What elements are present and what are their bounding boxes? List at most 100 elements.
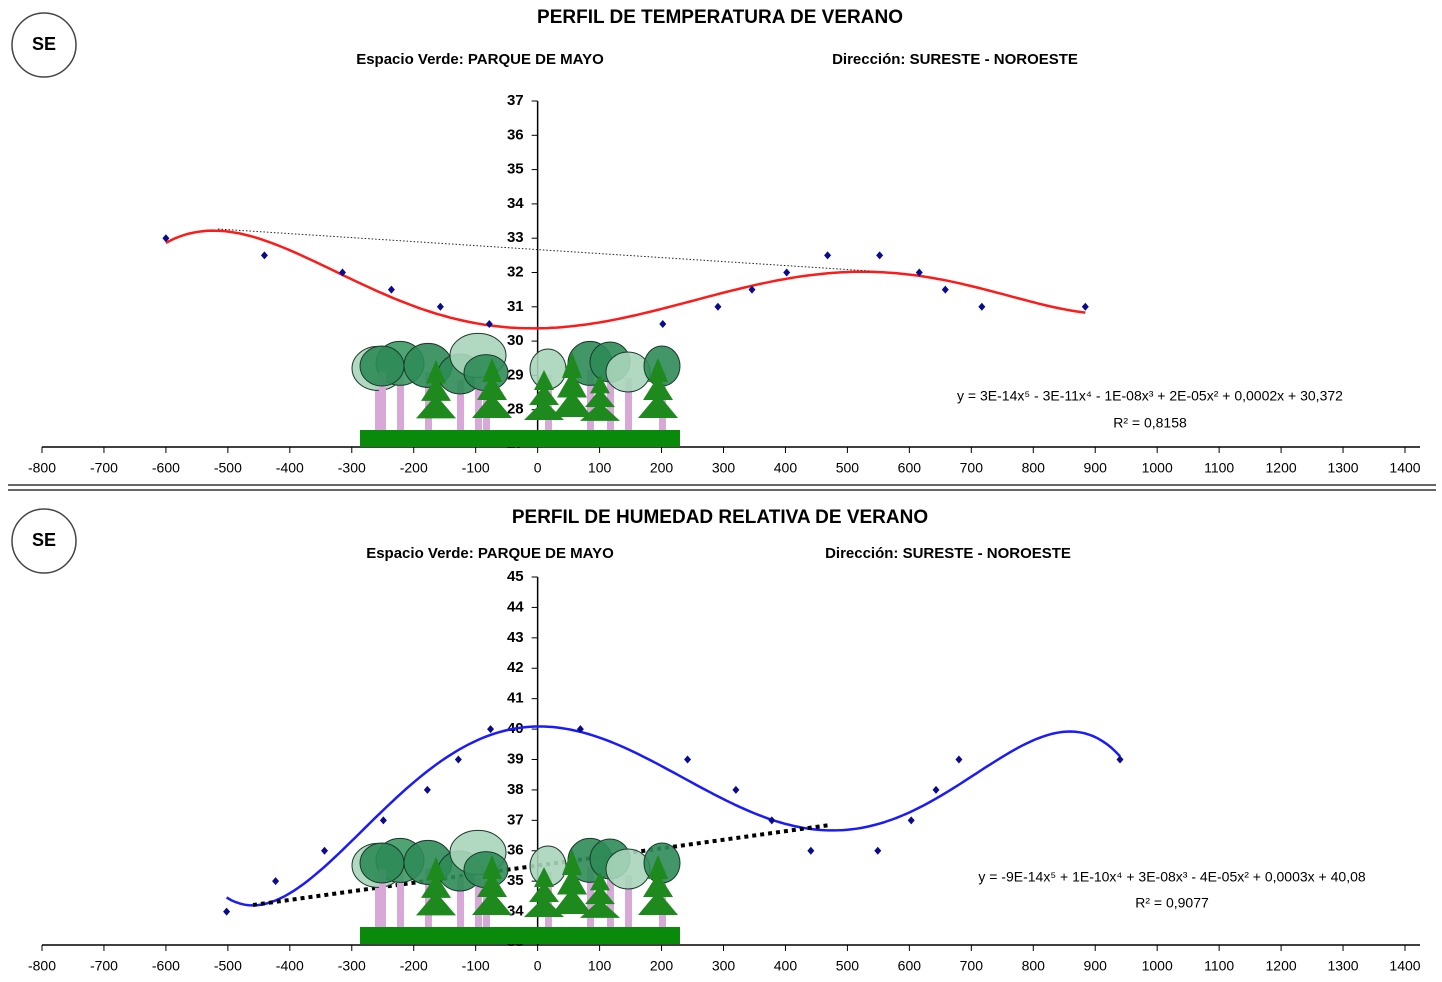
conifer: [426, 360, 446, 384]
conifer: [562, 352, 582, 378]
x-tick-label: 1000: [1142, 460, 1173, 476]
subtitle: Espacio Verde: PARQUE DE MAYO: [356, 51, 604, 68]
tree-trunk: [375, 375, 382, 430]
y-tick-label: 39: [507, 750, 524, 767]
x-tick-label: 100: [588, 958, 612, 974]
x-tick-label: 1200: [1266, 460, 1297, 476]
x-tick-label: 300: [712, 460, 736, 476]
conifer: [648, 358, 668, 382]
conifer: [534, 370, 554, 390]
y-tick-label: 37: [507, 811, 524, 828]
tree-crown: [605, 351, 651, 393]
y-tick-label: 43: [507, 629, 524, 646]
x-tick-label: -800: [28, 460, 56, 476]
equation: y = 3E-14x⁵ - 3E-11x⁴ - 1E-08x³ + 2E-05x…: [957, 388, 1343, 404]
point: [768, 816, 776, 825]
subtitle: Dirección: SURESTE - NOROESTE: [825, 545, 1071, 562]
conifer: [416, 395, 456, 419]
y-tick-label: 33: [507, 229, 524, 246]
conifer: [643, 376, 673, 400]
x-tick-label: 1300: [1327, 958, 1358, 974]
chart-title: PERFIL DE HUMEDAD RELATIVA DE VERANO: [512, 507, 928, 528]
y-tick-label: 28: [507, 401, 524, 418]
x-tick-label: 0: [534, 958, 542, 974]
x-tick-label: 1400: [1389, 460, 1420, 476]
badge-circle: [11, 508, 77, 574]
x-tick-label: 500: [836, 958, 860, 974]
conifer: [590, 375, 610, 394]
point: [423, 785, 431, 794]
conifer: [529, 385, 559, 405]
conifer: [585, 885, 615, 905]
x-tick-label: -400: [276, 958, 304, 974]
point: [223, 907, 231, 916]
chart-title: PERFIL DE TEMPERATURA DE VERANO: [537, 7, 903, 28]
point: [941, 285, 949, 294]
x-tick-label: 1100: [1204, 460, 1234, 476]
x-tick-label: -300: [338, 460, 366, 476]
x-tick-label: -100: [462, 958, 490, 974]
point: [714, 302, 722, 311]
conifer: [529, 882, 559, 902]
conifer: [524, 897, 564, 917]
x-tick-label: 300: [712, 958, 736, 974]
tree-trunk: [587, 867, 594, 927]
y-tick-label: 38: [507, 781, 524, 798]
trendline: [165, 229, 1086, 330]
x-tick-label: 1000: [1142, 958, 1173, 974]
conifer: [580, 899, 620, 918]
conifer: [638, 891, 678, 915]
point: [955, 755, 963, 764]
point: [915, 268, 923, 277]
y-tick-label: 36: [507, 126, 524, 143]
x-tick-label: 200: [650, 460, 674, 476]
x-tick-label: -800: [28, 958, 56, 974]
x-tick-label: 800: [1022, 460, 1046, 476]
tree-trunk: [475, 362, 482, 430]
y-tick-label: 44: [507, 598, 524, 615]
badge-circle: [11, 12, 77, 78]
point: [487, 725, 495, 734]
x-tick-label: -600: [152, 460, 180, 476]
x-tick-label: -500: [214, 958, 242, 974]
y-tick-label: 34: [507, 903, 524, 920]
y-tick-label: 45: [507, 568, 524, 585]
r-squared: R² = 0,8158: [1113, 415, 1187, 431]
dotted-line: [217, 228, 871, 272]
x-tick-label: 100: [588, 460, 612, 476]
tree-trunk: [425, 372, 432, 430]
y-tick-label: 34: [507, 195, 524, 212]
conifer: [648, 855, 668, 879]
point: [684, 755, 692, 764]
conifer: [482, 358, 502, 382]
y-tick-label: 35: [507, 161, 524, 178]
x-tick-label: 1400: [1389, 958, 1420, 974]
subtitle: Espacio Verde: PARQUE DE MAYO: [366, 545, 614, 562]
tree-trunk: [625, 378, 632, 430]
x-tick-label: -500: [214, 460, 242, 476]
x-tick-label: 400: [774, 958, 798, 974]
x-tick-label: -200: [400, 460, 428, 476]
point: [978, 302, 986, 311]
tree-trunk: [457, 380, 464, 430]
tree-trunk: [625, 875, 632, 927]
point: [732, 785, 740, 794]
conifer: [562, 849, 582, 875]
subtitle: Dirección: SURESTE - NOROESTE: [832, 51, 1078, 68]
point: [932, 785, 940, 794]
tree-trunk: [379, 869, 386, 927]
y-tick-label: 36: [507, 842, 524, 859]
tree-trunk: [375, 872, 382, 927]
tree-illustration: [351, 829, 681, 944]
tree-trunk: [397, 867, 404, 927]
conifer: [472, 891, 512, 915]
x-tick-label: 400: [774, 460, 798, 476]
conifer: [557, 868, 587, 895]
conifer: [638, 394, 678, 418]
tree-trunk: [475, 859, 482, 927]
conifer: [524, 400, 564, 420]
x-tick-label: 900: [1084, 460, 1108, 476]
conifer: [580, 402, 620, 421]
x-tick-label: -200: [400, 958, 428, 974]
y-tick-label: 32: [507, 263, 524, 280]
